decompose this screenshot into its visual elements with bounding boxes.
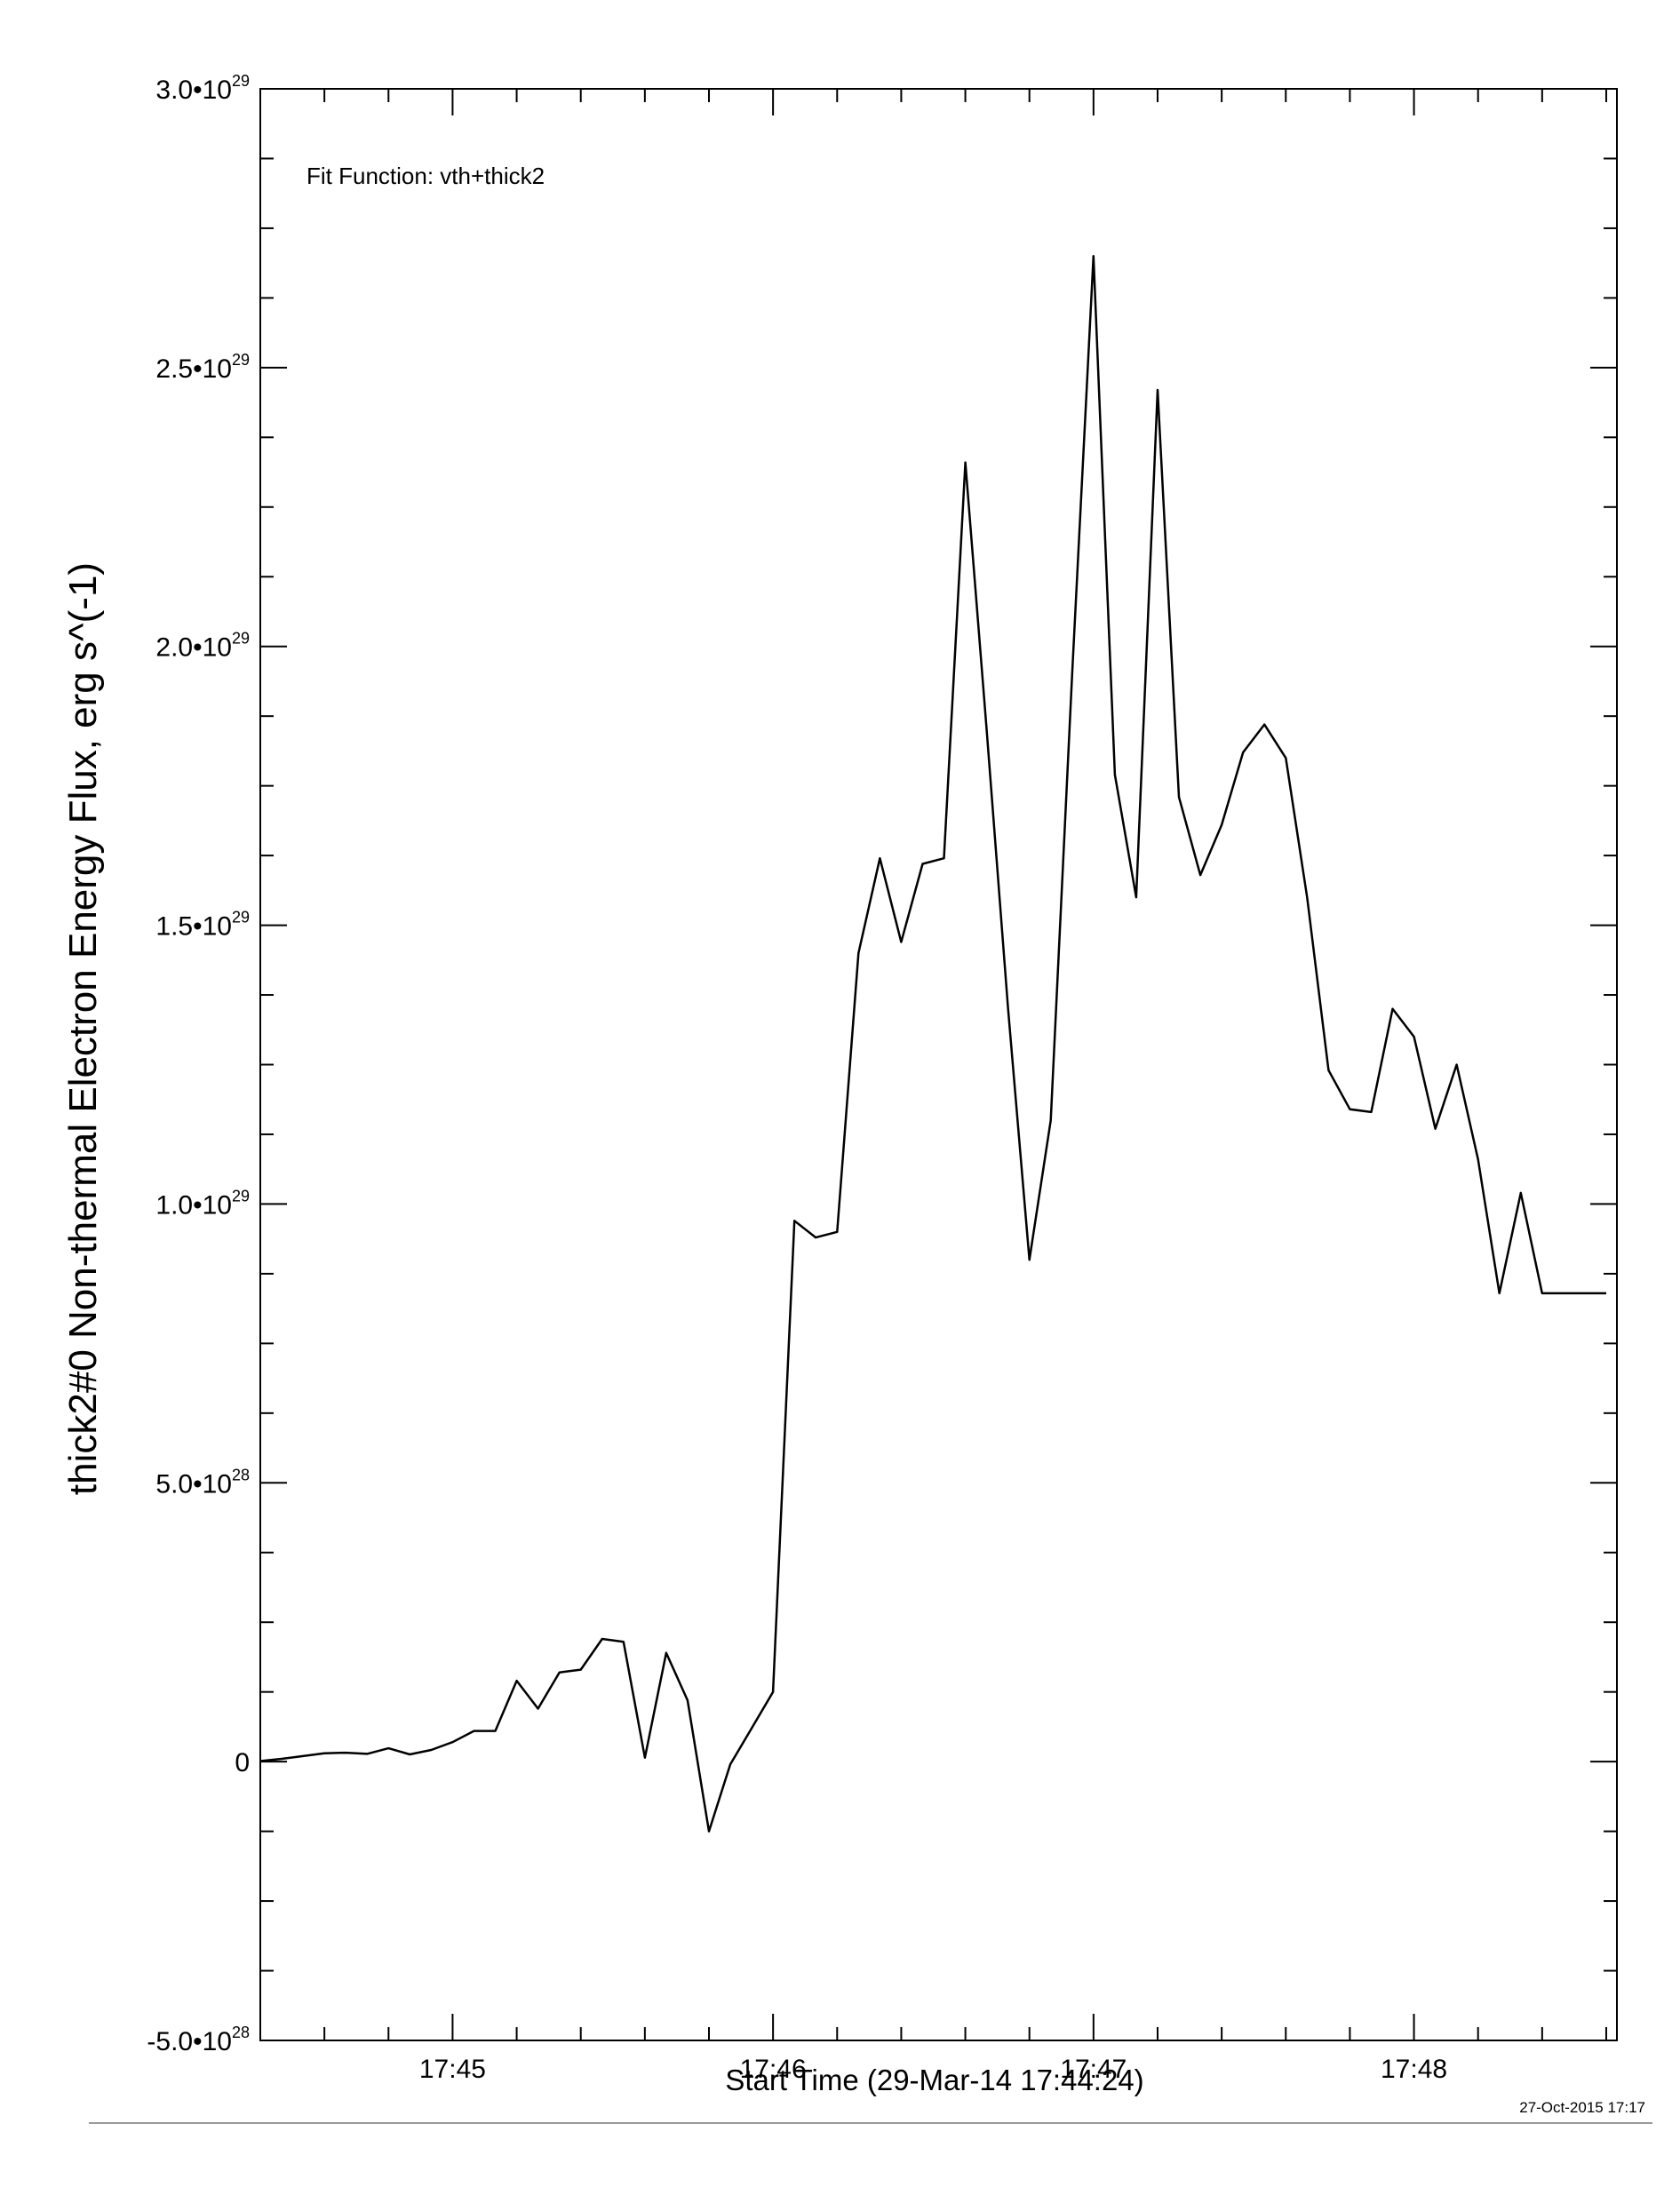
x-axis-title: Start Time (29-Mar-14 17:44:24) bbox=[725, 2064, 1143, 2096]
x-tick-label: 17:45 bbox=[419, 2055, 486, 2084]
y-tick-label: 0 bbox=[235, 1748, 250, 1777]
y-tick-label: 5.0•1028 bbox=[155, 1466, 250, 1499]
x-tick-label: 17:47 bbox=[1060, 2055, 1127, 2084]
series-group bbox=[259, 255, 1606, 1833]
fit-function-annotation: Fit Function: vth+thick2 bbox=[307, 163, 545, 189]
timestamp: 27-Oct-2015 17:17 bbox=[1519, 2099, 1645, 2116]
x-tick-label: 17:46 bbox=[740, 2055, 807, 2084]
series-line-0 bbox=[259, 255, 1606, 1833]
x-tick-labels: 17:45 17:46 17:47 17:48 bbox=[419, 2055, 1447, 2084]
y-tick-labels: -5.0•102805.0•10281.0•10291.5•10292.0•10… bbox=[147, 72, 250, 2056]
x-tick-label: 17:48 bbox=[1381, 2055, 1447, 2084]
y-axis-title: thick2#0 Non-thermal Electron Energy Flu… bbox=[61, 562, 105, 1495]
